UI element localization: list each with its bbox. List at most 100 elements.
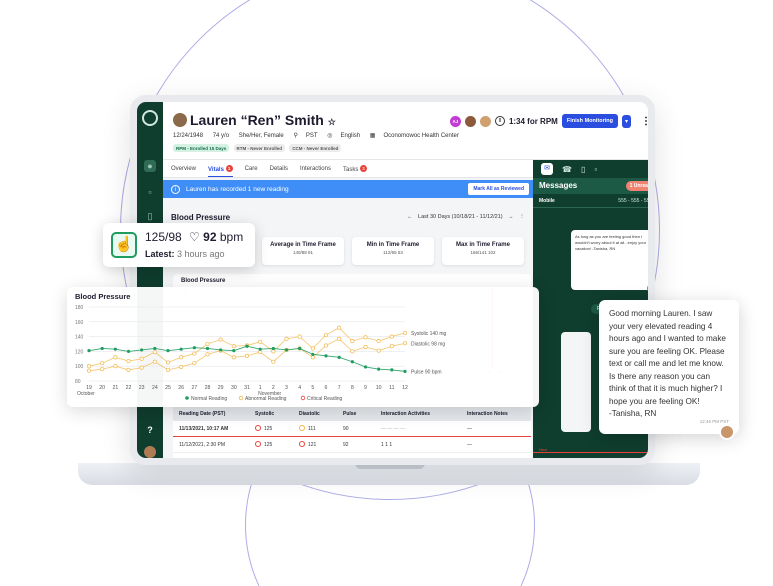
col-activities[interactable]: Interaction Activities	[381, 411, 430, 417]
readings-table: Reading Date (PST) Systolic Diastolic Pu…	[173, 407, 531, 458]
badge-rtm: RTM - Never Enrolled	[233, 144, 286, 152]
data-point	[350, 349, 355, 354]
col-pulse[interactable]: Pulse	[343, 411, 357, 417]
app-logo-icon[interactable]	[142, 110, 158, 126]
messages-title: Messages	[539, 181, 578, 190]
data-point	[152, 350, 157, 355]
tab-interactions[interactable]: Interactions	[299, 165, 331, 172]
patient-tabs: Overview Vitals 1 Care Details Interacti…	[163, 160, 533, 178]
tab-care[interactable]: Care	[244, 165, 258, 172]
col-diastolic[interactable]: Diastolic	[299, 411, 320, 417]
legend-label: Critical Reading	[307, 396, 343, 402]
inbox-icon[interactable]: ▫	[594, 164, 598, 174]
row-date: 11/13/2021, 10:17 AM	[179, 425, 229, 432]
chat-icon[interactable]: ✉	[541, 163, 553, 175]
row-diastolic: 121	[299, 441, 343, 448]
pin-icon[interactable]: ☆	[327, 117, 336, 127]
sidebar-help-icon[interactable]: ?	[147, 425, 153, 435]
care-team-avatar-2[interactable]	[479, 115, 491, 127]
patient-timezone: PST	[305, 133, 318, 139]
patient-gender: She/Her, Female	[238, 133, 284, 139]
row-date: 11/12/2021, 2:30 PM	[179, 441, 226, 448]
care-team-avatar-1[interactable]	[464, 115, 476, 127]
data-point	[363, 365, 368, 369]
x-group-label: November	[258, 391, 281, 397]
latest-label: Latest:	[145, 249, 175, 259]
document-icon[interactable]: ▯	[580, 164, 586, 174]
sidebar-inbox-icon[interactable]: ▫	[148, 187, 152, 197]
y-tick-label: 80	[75, 379, 81, 385]
x-tick-label: 1	[259, 385, 262, 391]
finish-monitoring-button[interactable]: Finish Monitoring	[561, 114, 618, 128]
row-systolic: 125	[255, 441, 299, 448]
patient-avatar	[173, 113, 187, 127]
incoming-message: I'm doing alright. Thanks for checking T…	[541, 458, 601, 465]
arrow-left-icon[interactable]: ←	[407, 214, 413, 220]
sidebar-docs-icon[interactable]: ▯	[147, 211, 153, 221]
mobile-label: Mobile	[539, 198, 555, 204]
data-point	[389, 344, 394, 349]
latest-pulse: 92	[203, 230, 217, 244]
tab-vitals[interactable]: Vitals 1	[208, 164, 233, 177]
data-point	[271, 359, 276, 364]
x-tick-label: 6	[325, 385, 328, 391]
col-systolic[interactable]: Systolic	[255, 411, 275, 417]
phone-number: 555 - 555 - 5555	[618, 198, 655, 204]
table-row[interactable]: 11/13/2021, 10:17 AM 125 111 90 — — — — …	[173, 421, 531, 437]
patient-age: 74 y/o	[212, 133, 230, 139]
x-tick-label: 30	[231, 385, 237, 391]
phone-icon[interactable]: ☎	[562, 164, 572, 174]
x-tick-label: 26	[178, 385, 184, 391]
x-tick-label: 23	[139, 385, 145, 391]
data-point	[152, 359, 157, 364]
globe-icon: ◎	[327, 133, 333, 139]
data-point	[311, 352, 315, 356]
data-point	[310, 346, 315, 351]
avg-card-title: Average in Time Frame	[270, 242, 336, 248]
laptop-base	[78, 463, 700, 485]
x-tick-label: 31	[244, 385, 250, 391]
data-point	[258, 350, 263, 355]
data-point	[113, 347, 117, 351]
unread-badge: 1 Unread	[625, 181, 648, 191]
min-card: Min in Time Frame 112/65 53	[352, 237, 434, 265]
outgoing-message-partial	[561, 332, 591, 432]
col-notes[interactable]: Interaction Notes	[467, 411, 508, 417]
data-point	[389, 334, 394, 339]
series-end-label: Diastolic 98 mg	[411, 341, 445, 347]
care-team-avatar-initials[interactable]: AJ	[449, 115, 461, 127]
row-systolic: 125	[255, 425, 299, 432]
sidebar-user-avatar[interactable]	[144, 446, 156, 458]
data-point	[139, 356, 144, 361]
data-point	[205, 341, 210, 347]
tab-tasks[interactable]: Tasks 3	[343, 164, 367, 173]
col-date[interactable]: Reading Date (PST)	[179, 411, 226, 417]
popup-nurse-avatar	[719, 424, 735, 440]
table-row[interactable]: 11/12/2021, 2:30 PM 125 121 92 1 1 1 —	[173, 437, 531, 453]
x-tick-label: 29	[218, 385, 224, 391]
more-options-icon[interactable]: ⋮	[519, 214, 525, 220]
data-point	[350, 338, 355, 344]
x-tick-label: 25	[165, 385, 171, 391]
data-point	[192, 346, 196, 350]
data-point	[324, 354, 328, 358]
data-point	[376, 348, 381, 353]
nurse-avatar	[647, 284, 648, 293]
tab-overview[interactable]: Overview	[171, 165, 197, 172]
x-tick-label: 19	[86, 385, 92, 391]
more-menu-icon[interactable]: ⋮	[641, 115, 651, 127]
data-point	[323, 333, 329, 338]
arrow-right-icon[interactable]: →	[508, 214, 514, 220]
data-point	[192, 351, 197, 356]
legend-marker	[185, 396, 189, 400]
data-point	[140, 348, 144, 352]
data-point	[126, 367, 131, 372]
sidebar-patients-icon[interactable]: ●	[144, 160, 156, 172]
chevron-down-icon[interactable]: ▾	[621, 114, 631, 128]
pause-timer-icon[interactable]: II	[494, 116, 505, 126]
data-point	[165, 360, 171, 365]
tab-details[interactable]: Details	[269, 165, 288, 172]
rpm-timer: 1:34 for RPM	[508, 116, 558, 126]
row-pulse: 92	[343, 441, 349, 448]
mark-all-reviewed-button[interactable]: Mark All as Reviewed	[468, 183, 529, 195]
